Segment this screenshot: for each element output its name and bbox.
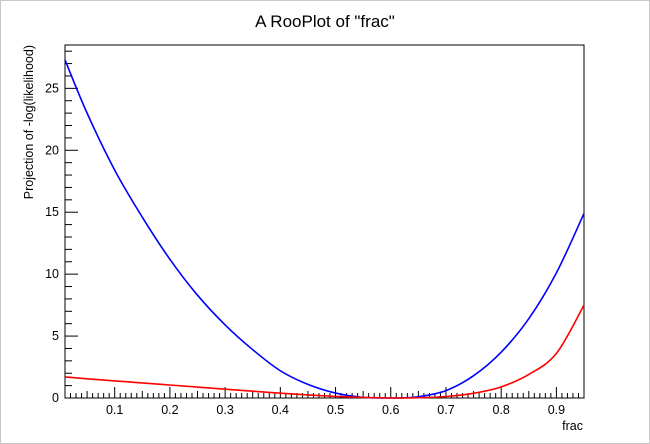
x-tick-label: 0.6 (382, 403, 399, 417)
nll-curve-red (64, 304, 585, 399)
x-tick-label: 0.3 (216, 403, 233, 417)
x-tick-label: 0.8 (492, 403, 509, 417)
y-tick-label: 20 (45, 143, 59, 157)
x-tick-label: 0.4 (272, 403, 289, 417)
x-tick-label: 0.2 (161, 403, 178, 417)
y-tick-label: 5 (52, 329, 59, 343)
y-tick-label: 10 (45, 267, 59, 281)
y-axis-ticks: 0 5 10 15 20 25 (45, 50, 78, 405)
x-axis-label: frac (562, 419, 583, 433)
x-tick-label: 0.7 (437, 403, 454, 417)
series-layer (64, 59, 585, 399)
nll-curve-blue (64, 59, 585, 399)
y-tick-label: 0 (52, 391, 59, 405)
x-tick-label: 0.9 (548, 403, 565, 417)
y-axis-label: Projection of -log(likelihood) (22, 45, 36, 199)
plot-area (64, 44, 585, 399)
x-tick-label: 0.5 (327, 403, 344, 417)
y-tick-label: 25 (45, 81, 59, 95)
x-tick-label: 0.1 (106, 403, 123, 417)
chart-title: A RooPlot of "frac" (255, 12, 395, 31)
x-axis-ticks: 0.1 0.2 0.3 0.4 0.5 0.6 0.7 0.8 0.9 (64, 387, 585, 417)
y-tick-label: 15 (45, 205, 59, 219)
